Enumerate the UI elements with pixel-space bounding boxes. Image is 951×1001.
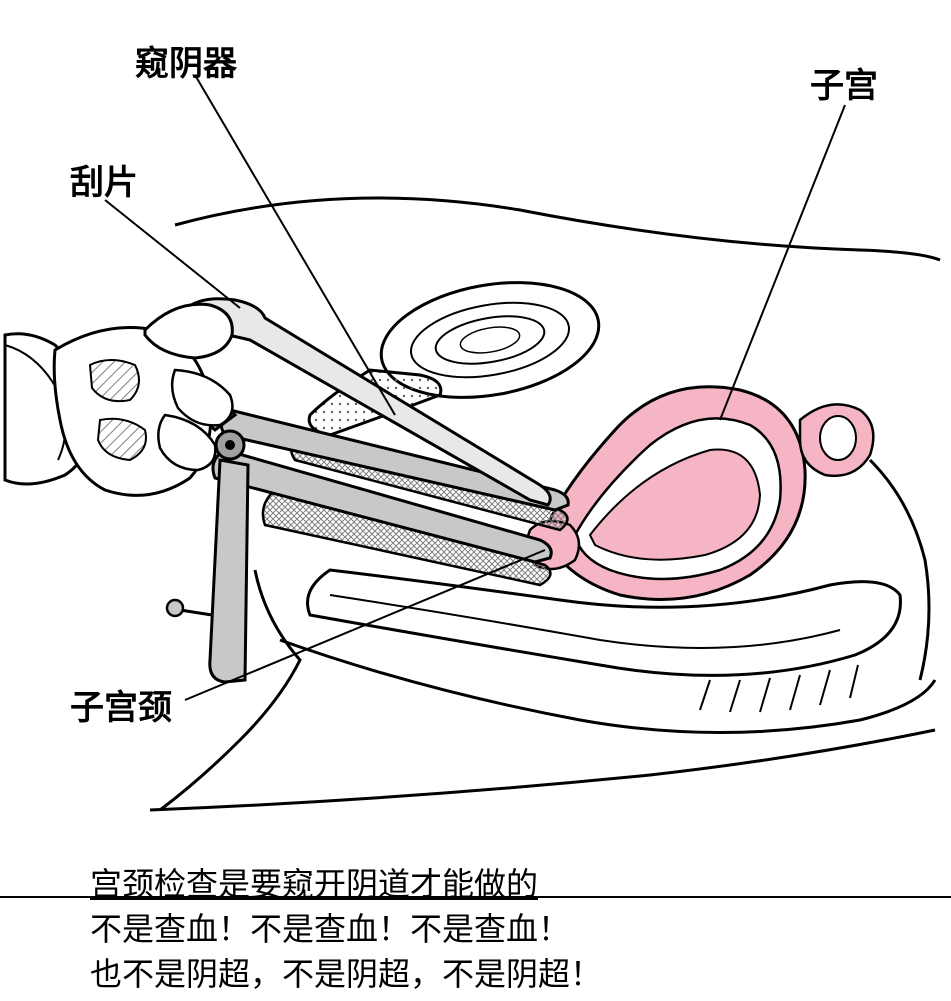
label-spatula: 刮片 (70, 155, 138, 204)
caption-text: 宫颈检查是要窥开阴道才能做的 不是查血！不是查血！不是查血！ 也不是阴超，不是阴… (90, 862, 602, 996)
label-speculum: 窥阴器 (135, 36, 237, 85)
ovary-shape (800, 404, 873, 475)
caption-line-3: 也不是阴超，不是阴超，不是阴超！ (90, 952, 602, 997)
label-uterus: 子宫 (810, 58, 878, 107)
caption-line-2: 不是查血！不是查血！不是查血！ (90, 907, 602, 952)
rectum-shape (308, 570, 901, 712)
hand-shape (5, 304, 232, 495)
anatomy-diagram: 窥阴器 刮片 子宫 子宫颈 (0, 0, 951, 840)
uterus-shape (545, 387, 805, 600)
label-cervix: 子宫颈 (70, 680, 172, 729)
caption-line-1: 宫颈检查是要窥开阴道才能做的 (90, 862, 602, 907)
